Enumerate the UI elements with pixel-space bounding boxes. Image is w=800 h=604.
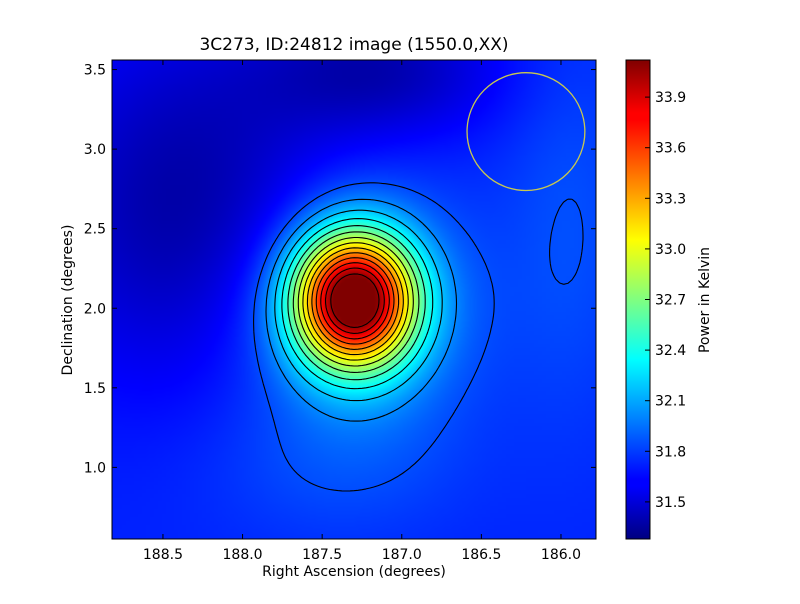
contour-line [311,252,400,350]
colorbar-tick-label: 33.0 [655,242,686,258]
contour-line [274,209,443,402]
y-tick-label: 3.5 [84,63,106,79]
contour-line [265,198,458,422]
x-tick-label: 188.0 [223,547,263,563]
y-axis: 1.0 1.5 2.0 2.5 3.0 3.5 [84,63,596,476]
contour-line [292,231,420,373]
y-tick-label: 2.0 [84,301,106,317]
x-axis-label: Right Ascension (degrees) [262,564,446,580]
colorbar-tick-label: 31.8 [655,444,686,460]
colorbar-tick-label: 31.5 [655,495,686,511]
y-tick-label: 3.0 [84,142,106,158]
colorbar-tick-label: 32.4 [655,343,686,359]
contour-line [281,218,434,390]
heatmap-image [112,60,596,539]
colorbar: 31.5 31.8 32.1 32.4 32.7 33.0 33.3 33.6 33.9 Pow… [625,59,713,540]
contour-line [315,257,395,345]
marker-circle [466,72,586,192]
contour-line [287,225,426,381]
x-tick-label: 186.5 [461,547,501,563]
colorbar-tick-label: 33.9 [655,90,686,106]
chart-title: 3C273, ID:24812 image (1550.0,XX) [199,35,508,55]
x-tick-label: 186.0 [541,547,581,563]
plot-frame [111,59,597,540]
plot-area [111,59,597,540]
contour-line [330,273,380,328]
colorbar-tick-label: 33.6 [655,141,686,157]
x-axis: 188.5 188.0 187.5 187.0 186.5 186.0 [143,60,581,563]
y-tick-label: 1.0 [84,460,106,476]
contour-line [297,236,414,367]
y-axis-label: Declination (degrees) [60,225,76,376]
contour-line [306,247,404,356]
colorbar-tick-label: 32.7 [655,293,686,309]
x-tick-label: 188.5 [143,547,183,563]
x-tick-label: 187.5 [302,547,342,563]
colorbar-tick-label: 33.3 [655,191,686,207]
colorbar-tick-label: 32.1 [655,394,686,410]
contour-line [302,242,409,361]
contour-line [324,267,385,334]
colorbar-label: Power in Kelvin [697,247,713,353]
y-tick-label: 1.5 [84,381,106,397]
y-tick-label: 2.5 [84,222,106,238]
x-tick-label: 187.0 [382,547,422,563]
contour-line [253,182,584,492]
contour-layer [253,182,584,492]
contour-line [320,262,390,340]
colorbar-ticks: 31.5 31.8 32.1 32.4 32.7 33.0 33.3 33.6 33.9 [645,90,686,511]
